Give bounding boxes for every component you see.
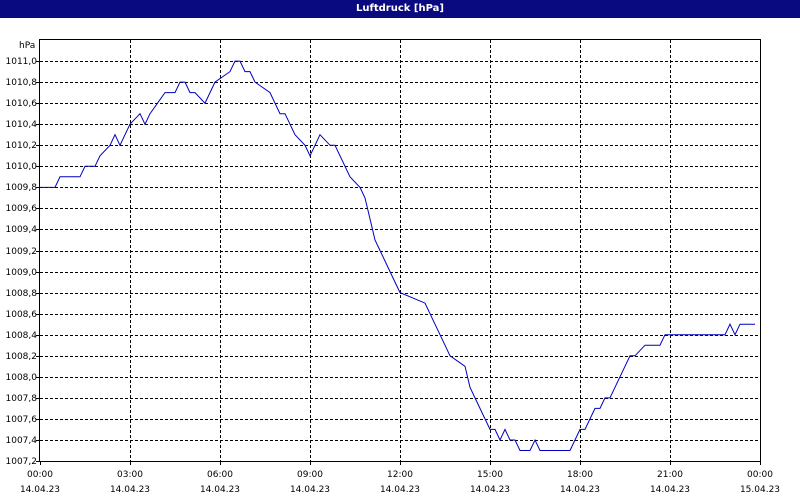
x-tick-date: 14.04.23 <box>110 485 150 495</box>
x-tick-time: 03:00 <box>117 470 143 480</box>
y-tick-label: 1009,2 <box>6 247 38 257</box>
x-tick-time: 21:00 <box>657 470 683 480</box>
y-tick-label: 1010,8 <box>6 78 38 88</box>
y-tick-label: 1008,0 <box>6 373 38 383</box>
y-tick-label: 1008,4 <box>6 331 38 341</box>
y-tick-label: 1011,0 <box>6 57 38 67</box>
y-tick-label: 1007,4 <box>6 436 38 446</box>
y-tick-label: 1010,4 <box>6 120 38 130</box>
x-tick-date: 14.04.23 <box>380 485 420 495</box>
y-tick-label: 1010,2 <box>6 141 38 151</box>
x-tick-time: 15:00 <box>477 470 503 480</box>
y-tick-label: 1007,8 <box>6 394 38 404</box>
x-tick-date: 14.04.23 <box>290 485 330 495</box>
x-tick-date: 14.04.23 <box>470 485 510 495</box>
y-tick-label: 1007,6 <box>6 415 38 425</box>
y-tick-label: 1009,8 <box>6 183 38 193</box>
series-line-luftdruck <box>40 60 755 451</box>
x-tick-date: 14.04.23 <box>650 485 690 495</box>
y-tick-label: 1008,6 <box>6 310 38 320</box>
y-axis-unit: hPa <box>19 41 35 51</box>
x-tick-date: 14.04.23 <box>200 485 240 495</box>
x-tick-time: 00:00 <box>27 470 53 480</box>
y-tick-label: 1008,8 <box>6 289 38 299</box>
x-tick-time: 06:00 <box>207 470 233 480</box>
x-tick-time: 12:00 <box>387 470 413 480</box>
series <box>40 60 755 451</box>
y-tick-label: 1008,2 <box>6 352 38 362</box>
x-tick-date: 14.04.23 <box>560 485 600 495</box>
grid <box>40 40 760 461</box>
y-tick-label: 1009,6 <box>6 204 38 214</box>
x-tick-date: 14.04.23 <box>20 485 60 495</box>
y-tick-label: 1009,0 <box>6 268 38 278</box>
x-tick-date: 15.04.23 <box>740 485 780 495</box>
chart-title: Luftdruck [hPa] <box>0 0 800 18</box>
x-tick-time: 18:00 <box>567 470 593 480</box>
y-tick-label: 1010,0 <box>6 162 38 172</box>
y-tick-label: 1010,6 <box>6 99 38 109</box>
y-tick-label: 1009,4 <box>6 225 38 235</box>
x-tick-time: 00:00 <box>747 470 773 480</box>
y-axis: 1007,2 1007,4 1007,6 1007,8 1008,0 1008,2 1008… <box>6 57 40 467</box>
x-axis: 00:00 14.04.23 03:00 14.04.23 06:00 14.04.23 0… <box>20 461 780 495</box>
x-tick-time: 09:00 <box>297 470 323 480</box>
y-tick-label: 1007,2 <box>6 457 38 467</box>
